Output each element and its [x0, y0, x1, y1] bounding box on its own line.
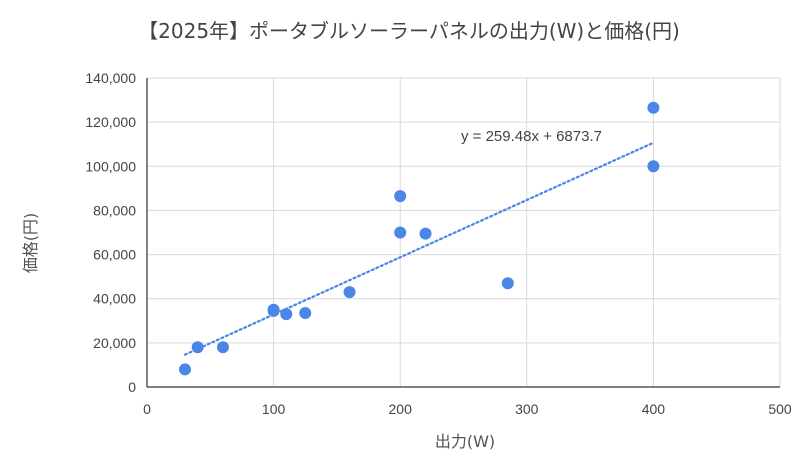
y-tick-label: 100,000	[85, 158, 136, 174]
data-point	[343, 286, 356, 299]
data-point	[394, 226, 407, 239]
y-tick-labels: 0 20,000 40,000 60,000 80,000 100,000 120,000 1…	[85, 70, 136, 395]
data-point	[178, 363, 191, 376]
data-point	[647, 101, 660, 114]
data-point	[501, 277, 514, 290]
data-point	[419, 227, 432, 240]
y-tick-label: 120,000	[85, 114, 136, 130]
data-point	[191, 341, 204, 354]
data-point	[647, 160, 660, 173]
trendline-group	[183, 141, 655, 356]
y-tick-label: 20,000	[93, 335, 136, 351]
y-axis-title: 価格(円)	[21, 213, 40, 274]
trendline-equation: y = 259.48x + 6873.7	[461, 128, 602, 145]
data-point	[280, 308, 293, 321]
y-tick-label: 80,000	[93, 202, 136, 218]
y-tick-label: 40,000	[93, 291, 136, 307]
y-tick-label: 0	[128, 379, 136, 395]
x-tick-label: 300	[515, 401, 539, 417]
x-tick-label: 0	[143, 401, 151, 417]
grid-lines	[147, 77, 781, 387]
x-tick-label: 500	[768, 401, 792, 417]
x-tick-labels: 0 100 200 300 400 500	[143, 401, 792, 417]
y-tick-label: 140,000	[85, 70, 136, 86]
data-point	[299, 307, 312, 320]
x-axis-title: 出力(W)	[435, 432, 495, 451]
trendline	[183, 141, 655, 356]
x-tick-label: 400	[642, 401, 666, 417]
x-tick-label: 200	[389, 401, 413, 417]
axes	[146, 78, 780, 388]
y-tick-label: 60,000	[93, 247, 136, 263]
chart-title: 【2025年】ポータブルソーラーパネルの出力(W)と価格(円)	[138, 19, 680, 43]
x-tick-label: 100	[262, 401, 286, 417]
data-point	[267, 304, 280, 317]
data-point	[394, 190, 407, 203]
data-points	[178, 101, 660, 376]
data-point	[216, 341, 229, 354]
